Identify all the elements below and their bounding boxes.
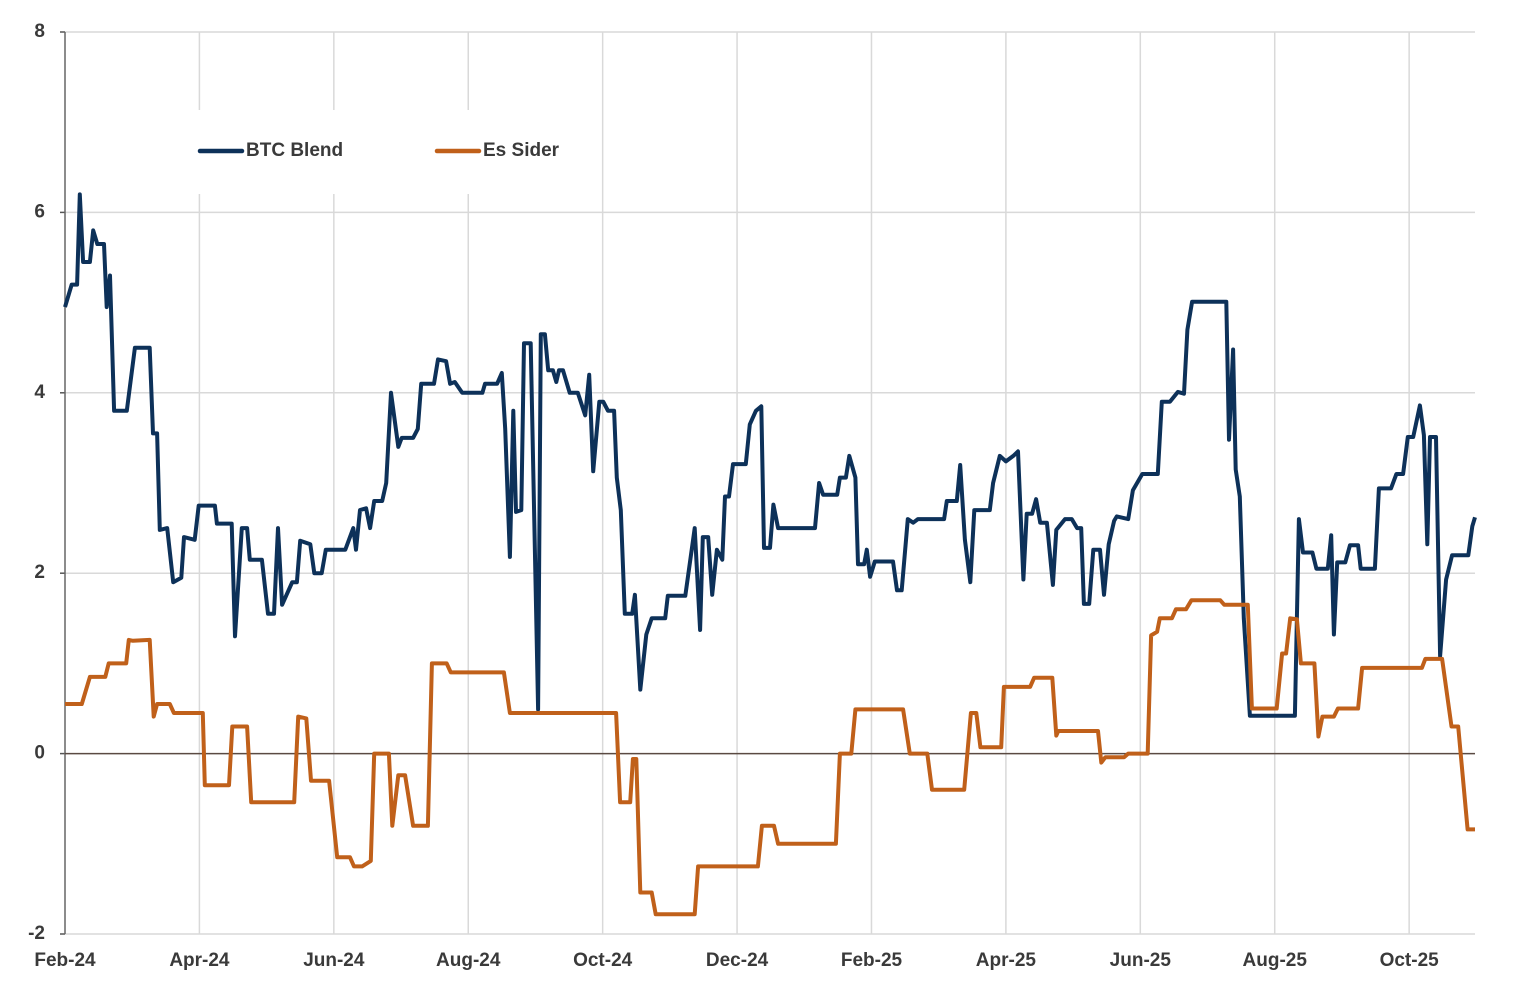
legend-label: Es Sider [483,140,560,161]
y-tick-label: 2 [34,562,45,583]
x-tick-label: Oct-25 [1380,950,1440,971]
x-tick-label: Feb-24 [34,950,96,971]
x-tick-label: Apr-24 [169,950,230,971]
series-line [65,598,1475,917]
legend-label: BTC Blend [246,140,343,161]
y-tick-label: -2 [28,923,45,944]
series-line [63,192,1477,718]
x-tick-label: Aug-24 [436,950,501,971]
x-tick-label: Apr-25 [976,950,1037,971]
x-tick-label: Jun-25 [1110,950,1172,971]
x-tick-label: Jun-24 [303,950,365,971]
x-tick-label: Dec-24 [706,950,769,971]
y-tick-label: 6 [34,201,45,222]
y-tick-label: 0 [34,743,45,764]
legend-box [190,110,590,194]
x-tick-label: Feb-25 [841,950,903,971]
y-tick-label: 8 [34,21,45,42]
x-tick-label: Oct-24 [573,950,633,971]
x-tick-label: Aug-25 [1243,950,1308,971]
y-tick-label: 4 [34,382,45,403]
